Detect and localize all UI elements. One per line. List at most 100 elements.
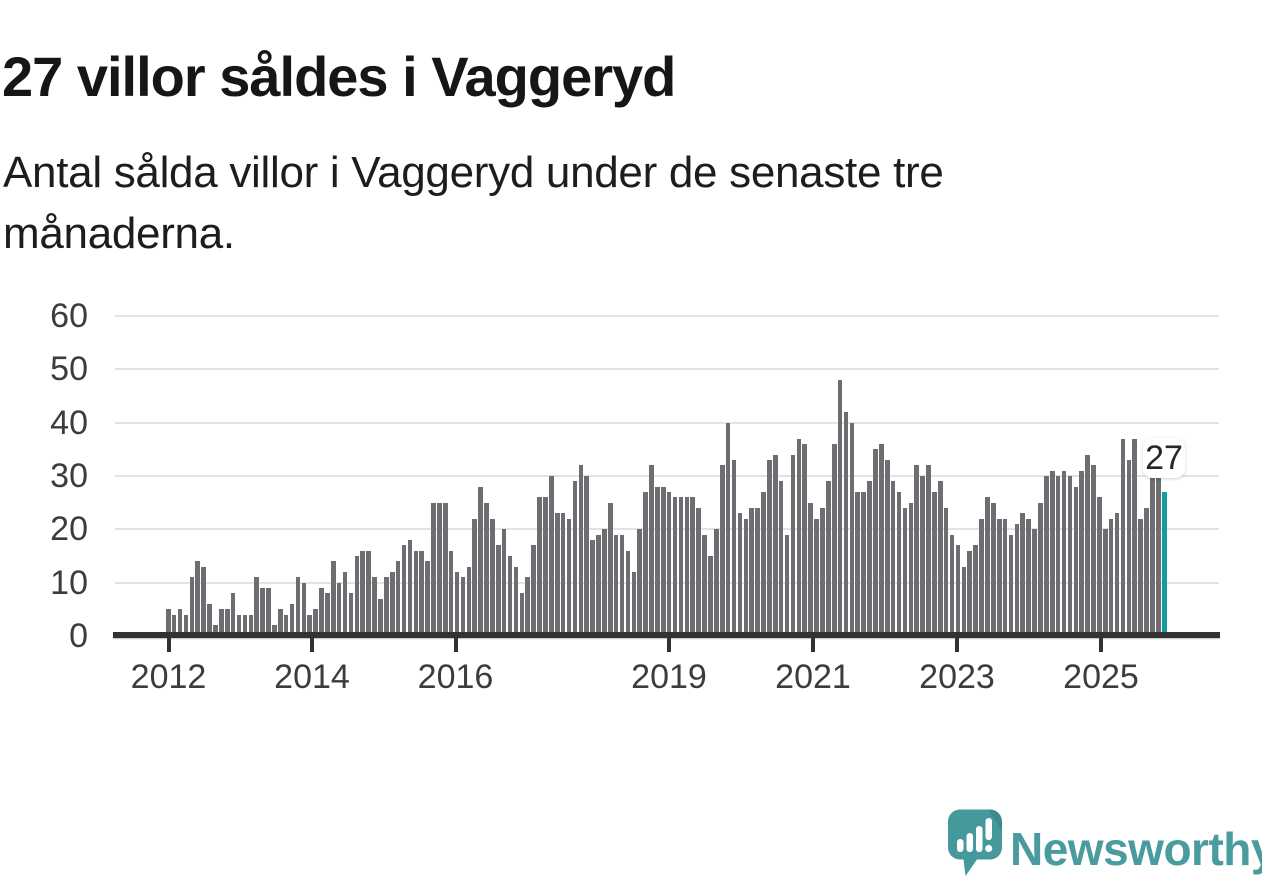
bar xyxy=(1114,513,1120,636)
bar xyxy=(207,604,212,636)
bar xyxy=(731,460,737,636)
bar xyxy=(1156,476,1161,636)
bar xyxy=(490,518,495,636)
bar xyxy=(761,492,766,636)
bar xyxy=(354,556,360,636)
bar xyxy=(920,476,925,636)
bar xyxy=(1055,476,1061,636)
bar xyxy=(224,609,230,636)
annotation-badge: 27 xyxy=(1143,438,1185,478)
bar xyxy=(873,449,878,636)
y-tick-label: 40 xyxy=(50,403,88,442)
bar xyxy=(1002,518,1008,636)
bar xyxy=(607,502,613,636)
bar xyxy=(478,486,483,636)
bar xyxy=(943,508,949,636)
bar xyxy=(301,582,307,636)
bar xyxy=(525,577,531,636)
bar xyxy=(319,588,324,636)
bar xyxy=(560,513,566,636)
bar xyxy=(843,412,849,636)
bar xyxy=(1079,470,1084,636)
bar xyxy=(613,534,619,636)
annotation-value: 27 xyxy=(1145,438,1183,477)
bar xyxy=(631,572,637,636)
x-tick-mark xyxy=(955,637,959,652)
bar xyxy=(973,545,978,636)
bar xyxy=(890,481,896,636)
bar xyxy=(454,572,460,636)
y-tick-label: 30 xyxy=(50,457,88,495)
bar xyxy=(708,556,713,636)
bar xyxy=(808,502,813,636)
bar xyxy=(684,497,690,636)
bar xyxy=(466,566,472,636)
newsworthy-speech-bubble-chart-icon xyxy=(946,808,1004,879)
bar xyxy=(879,444,884,636)
bar xyxy=(549,476,554,636)
bar xyxy=(1097,497,1102,636)
bar xyxy=(743,518,749,636)
bar xyxy=(248,614,254,636)
bar xyxy=(719,465,725,636)
bar xyxy=(401,545,407,636)
y-tick-label: 60 xyxy=(50,297,88,335)
bar xyxy=(177,609,183,636)
bar xyxy=(714,529,719,636)
bar xyxy=(814,518,819,636)
bar xyxy=(325,593,330,636)
bar xyxy=(690,497,696,636)
bar xyxy=(902,508,908,636)
bar xyxy=(295,577,301,636)
x-axis-line xyxy=(113,632,1220,638)
bar xyxy=(1014,524,1020,636)
bar xyxy=(1020,513,1026,636)
bar xyxy=(348,593,354,636)
bar xyxy=(219,609,224,636)
bar xyxy=(554,513,560,636)
bar xyxy=(1085,454,1090,636)
bar xyxy=(908,502,914,636)
chart-subtitle: Antal sålda villor i Vaggeryd under de s… xyxy=(3,148,944,197)
bar xyxy=(578,465,584,636)
bar xyxy=(501,529,507,636)
bar xyxy=(1120,438,1126,636)
bar xyxy=(985,497,990,636)
bar xyxy=(625,550,631,636)
bar xyxy=(826,481,831,636)
bar xyxy=(201,566,206,636)
bar xyxy=(342,572,348,636)
bar xyxy=(767,460,772,636)
bar xyxy=(725,422,731,636)
bar xyxy=(749,508,754,636)
bar xyxy=(772,454,778,636)
bar xyxy=(1049,470,1055,636)
bar xyxy=(867,481,872,636)
bar xyxy=(448,550,454,636)
bar xyxy=(991,502,996,636)
x-tick-mark xyxy=(1099,637,1103,652)
bar xyxy=(389,572,395,636)
bar xyxy=(584,476,589,636)
bar xyxy=(1008,534,1014,636)
bar xyxy=(1108,518,1114,636)
bar xyxy=(1061,470,1067,636)
bar xyxy=(778,481,784,636)
bar xyxy=(661,486,666,636)
bar xyxy=(307,614,313,636)
bar xyxy=(407,540,413,636)
bar xyxy=(425,561,430,636)
bar xyxy=(926,465,931,636)
bar xyxy=(260,588,265,636)
bar xyxy=(442,502,448,636)
chart-subtitle: månaderna. xyxy=(3,209,235,258)
bar xyxy=(1091,465,1096,636)
bar xyxy=(979,518,984,636)
bar xyxy=(1132,438,1138,636)
bar xyxy=(254,577,259,636)
bar xyxy=(849,422,855,636)
bar xyxy=(195,561,201,636)
bar xyxy=(914,465,919,636)
bar xyxy=(236,614,242,636)
bar xyxy=(313,609,318,636)
